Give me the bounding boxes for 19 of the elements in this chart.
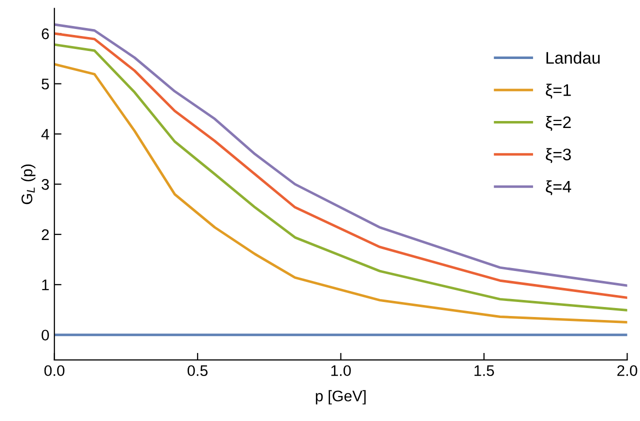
legend-label: ξ=1 [546,84,571,99]
legend-label: ξ=3 [546,148,571,164]
legend-label: ξ=4 [546,180,572,196]
x-axis-title: p [GeV] [316,390,366,404]
x-tick-label: 0.5 [188,365,208,376]
y-tick-label: 6 [42,28,49,40]
x-tick-label: 2.0 [617,365,638,376]
y-tick-label: 1 [42,280,49,290]
y-tick-label: 0 [42,330,49,341]
y-tick-label: 3 [42,179,49,190]
legend-label: Landau [546,52,600,64]
x-tick-label: 0.0 [44,365,64,376]
x-tick-label: 1.0 [331,365,351,376]
y-tick-label: 5 [42,78,49,90]
y-tick-label: 2 [42,229,49,240]
legend-label: ξ=2 [546,116,571,131]
y-axis-title: G$_{L}$ (p) [21,164,36,204]
x-tick-label: 1.5 [474,365,494,376]
y-tick-label: 4 [41,128,50,140]
